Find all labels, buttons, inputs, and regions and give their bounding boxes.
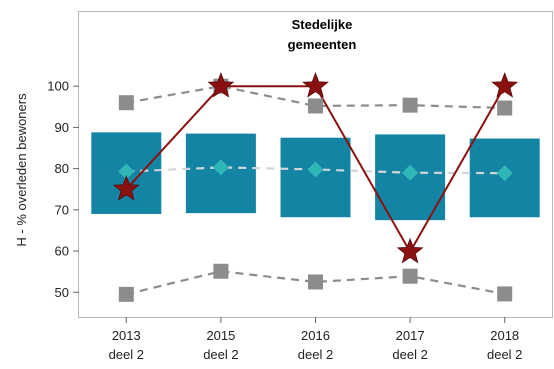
chart-title-line-1: Stedelijke — [292, 17, 353, 32]
x-tick-label-part: deel 2 — [203, 347, 238, 362]
x-tick-label-part: deel 2 — [487, 347, 522, 362]
point-median — [402, 164, 419, 181]
y-tick-label: 90 — [55, 120, 69, 135]
point-selected — [207, 72, 235, 98]
point-p5 — [497, 286, 513, 302]
x-tick-label-year: 2013 — [112, 328, 141, 343]
x-tick-label-part: deel 2 — [109, 347, 144, 362]
point-median — [307, 161, 324, 178]
point-selected — [302, 72, 329, 98]
point-selected — [491, 72, 519, 98]
y-tick-label: 80 — [55, 161, 69, 176]
x-tick-label-part: deel 2 — [392, 347, 427, 362]
point-p5 — [308, 274, 323, 290]
point-p5 — [118, 286, 134, 302]
x-tick-label-part: deel 2 — [298, 347, 333, 362]
y-tick-label: 50 — [55, 285, 69, 300]
point-p5 — [213, 263, 229, 279]
point-p5 — [402, 268, 418, 284]
range-box — [280, 137, 351, 218]
point-selected — [396, 237, 424, 264]
point-p95 — [308, 98, 323, 114]
y-tick-label: 70 — [55, 202, 69, 217]
y-axis-label: H - % overleden bewoners — [14, 93, 29, 247]
point-median — [118, 163, 135, 180]
point-p95 — [497, 100, 513, 116]
chart-title-line-2: gemeenten — [288, 37, 357, 52]
point-p95 — [402, 97, 418, 113]
x-tick-label-year: 2015 — [206, 328, 235, 343]
point-selected — [112, 175, 140, 201]
point-median — [496, 165, 513, 182]
x-tick-label-year: 2016 — [301, 328, 330, 343]
point-p95 — [118, 95, 134, 111]
y-tick-label: 60 — [55, 244, 69, 259]
x-tick-label-year: 2018 — [490, 328, 519, 343]
x-tick-label-year: 2017 — [396, 328, 425, 343]
y-tick-label: 100 — [47, 79, 69, 94]
point-median — [212, 159, 229, 176]
